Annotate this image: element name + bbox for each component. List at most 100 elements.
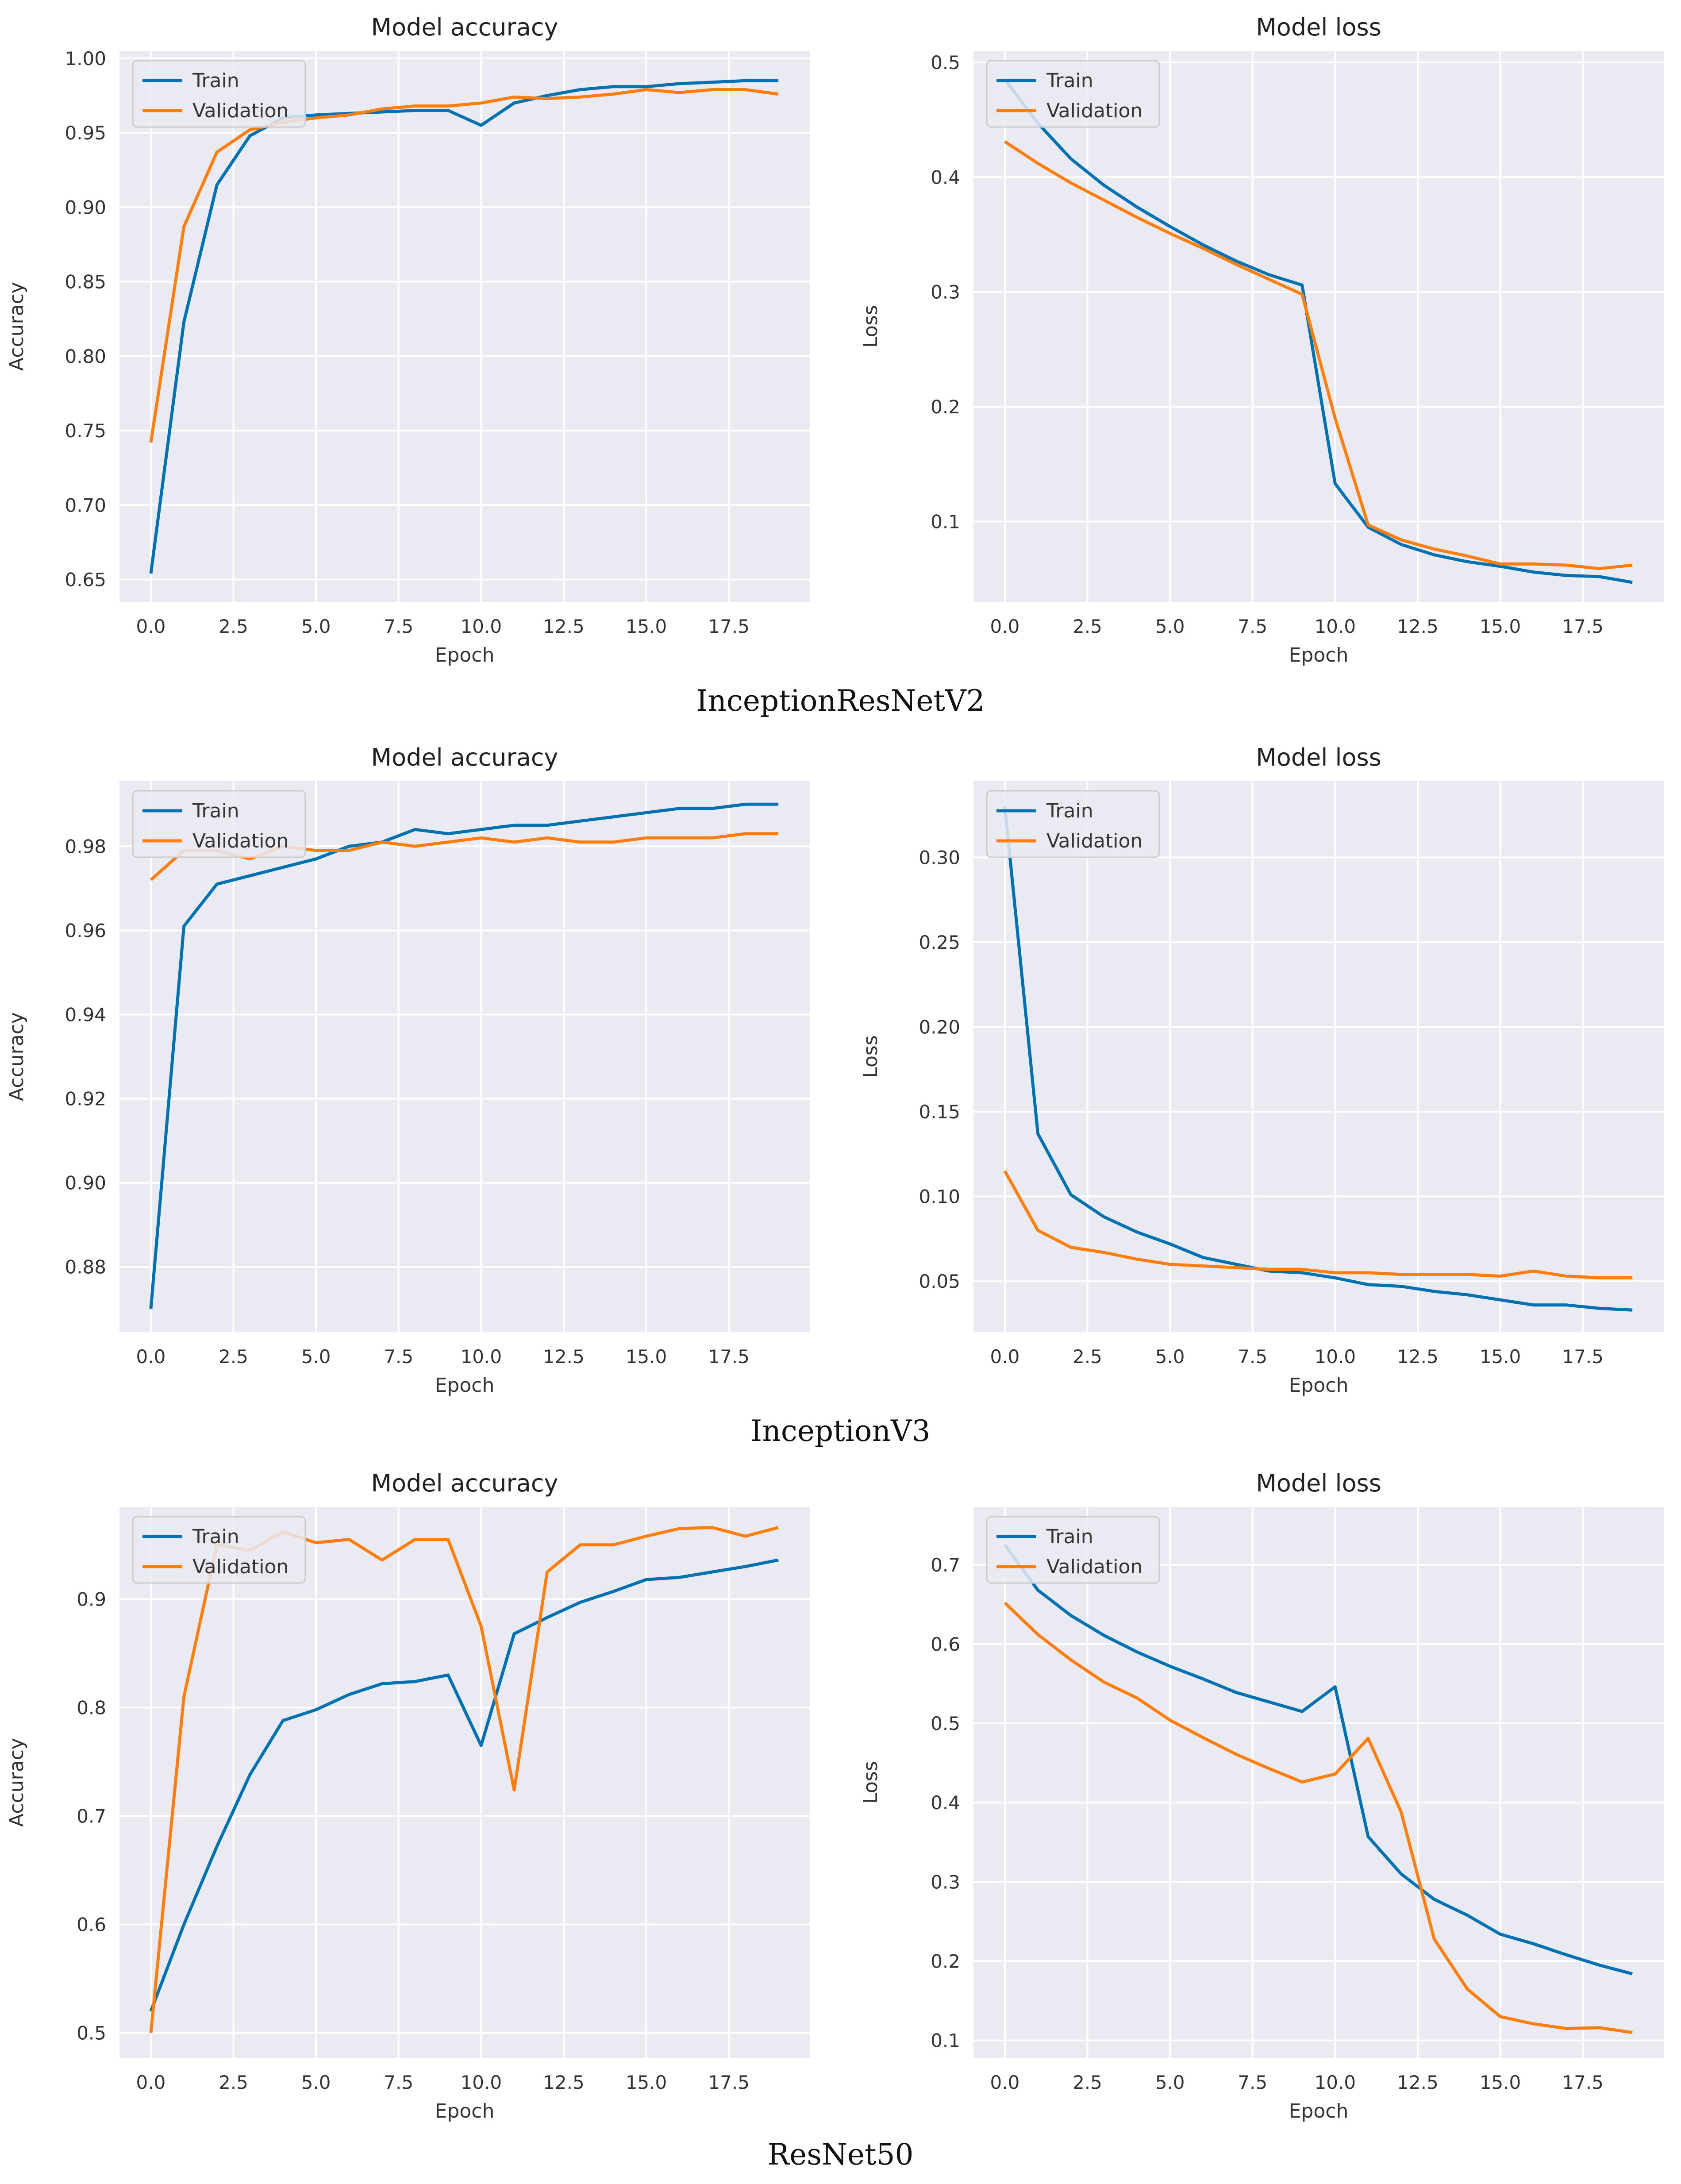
r50-loss-x-tick-label: 17.5 <box>1562 2072 1604 2093</box>
r50-loss-y-tick-label: 0.2 <box>931 1950 960 1972</box>
r50-acc-x-tick-label: 2.5 <box>219 2072 248 2093</box>
iv3-acc-plot-area <box>119 781 810 1332</box>
irv2-acc-x-tick-label: 0.0 <box>136 616 166 637</box>
iv3-loss-y-tick-label: 0.05 <box>919 1271 960 1292</box>
iv3-acc-y-tick-label: 0.98 <box>65 836 106 857</box>
iv3-acc-y-axis-label: Accuracy <box>5 1012 28 1101</box>
iv3-acc-x-tick-label: 7.5 <box>384 1346 413 1367</box>
r50-acc-x-tick-label: 15.0 <box>626 2072 667 2093</box>
iv3-acc-legend-label-validation: Validation <box>192 830 289 852</box>
r50-loss-y-axis-label: Loss <box>859 1761 882 1804</box>
r50-loss-x-tick-label: 2.5 <box>1073 2072 1102 2093</box>
irv2-loss-legend-label-train: Train <box>1046 69 1093 92</box>
irv2-loss-train-line <box>1004 78 1633 584</box>
r50-loss-legend-label-validation: Validation <box>1046 1556 1142 1578</box>
r50-acc-y-tick-label: 0.8 <box>77 1697 106 1718</box>
iv3-acc-x-tick-label: 10.0 <box>461 1346 502 1367</box>
irv2-loss-x-tick-label: 7.5 <box>1238 616 1267 637</box>
irv2-loss-y-axis-label: Loss <box>859 305 882 348</box>
r50-loss-x-axis-label: Epoch <box>1289 2100 1349 2122</box>
irv2-accuracy-chart: 0.0 2.5 5.0 7.5 10.0 12.5 15.0 17.5 0.65 0.70 0.75… <box>5 13 810 666</box>
iv3-loss-validation-line <box>1003 1170 1633 1279</box>
r50-acc-legend-label-validation: Validation <box>192 1556 289 1578</box>
iv3-acc-x-tick-label: 15.0 <box>626 1346 667 1367</box>
irv2-loss-validation-line <box>1004 140 1633 570</box>
iv3-loss-y-axis-label: Loss <box>859 1035 882 1078</box>
r50-acc-x-axis-label: Epoch <box>435 2100 495 2122</box>
iv3-loss-x-axis-label: Epoch <box>1289 1374 1349 1397</box>
iv3-acc-train-line <box>149 802 779 1310</box>
irv2-acc-train-line <box>149 79 779 574</box>
irv2-acc-x-tick-label: 7.5 <box>384 616 413 637</box>
iv3-loss-x-tick-label: 5.0 <box>1155 1346 1185 1367</box>
iv3-loss-x-tick-label: 0.0 <box>990 1346 1020 1367</box>
r50-loss-plot-area <box>973 1507 1664 2058</box>
iv3-acc-title: Model accuracy <box>371 743 558 771</box>
irv2-loss-y-tick-label: 0.5 <box>931 52 960 73</box>
irv2-loss-x-tick-label: 0.0 <box>990 616 1020 637</box>
irv2-loss-y-tick-label: 0.2 <box>931 396 960 418</box>
irv2-acc-y-tick-label: 0.80 <box>65 346 106 367</box>
iv3-loss-legend-label-validation: Validation <box>1046 830 1142 852</box>
iv3-loss-x-tick-label: 2.5 <box>1073 1346 1102 1367</box>
irv2-loss-x-tick-label: 12.5 <box>1397 616 1439 637</box>
r50-acc-y-axis-label: Accuracy <box>5 1738 28 1827</box>
irv2-loss-y-tick-label: 0.1 <box>931 511 960 532</box>
r50-acc-train-line <box>149 1558 779 2012</box>
r50-acc-legend-label-train: Train <box>192 1525 239 1548</box>
r50-loss-y-tick-label: 0.4 <box>931 1792 960 1814</box>
iv3-acc-x-tick-label: 17.5 <box>708 1346 750 1367</box>
irv2-loss-x-tick-label: 15.0 <box>1480 616 1521 637</box>
r50-acc-y-tick-label: 0.5 <box>77 2022 106 2044</box>
iv3-acc-y-tick-label: 0.92 <box>65 1088 106 1110</box>
irv2-acc-x-tick-label: 10.0 <box>461 616 502 637</box>
irv2-acc-x-tick-label: 17.5 <box>708 616 750 637</box>
r50-loss-x-tick-label: 0.0 <box>990 2072 1020 2093</box>
r50-loss-y-tick-label: 0.5 <box>931 1713 960 1734</box>
iv3-loss-x-tick-label: 17.5 <box>1562 1346 1604 1367</box>
irv2-acc-y-tick-label: 0.95 <box>65 122 106 144</box>
irv2-acc-y-tick-label: 0.70 <box>65 494 106 516</box>
irv2-loss-title: Model loss <box>1256 13 1381 41</box>
iv3-loss-train-line <box>1003 806 1633 1312</box>
iv3-acc-x-axis-label: Epoch <box>435 1374 495 1397</box>
irv2-acc-legend-label-train: Train <box>192 69 239 92</box>
r50-acc-plot-area <box>119 1507 810 2058</box>
irv2-acc-y-tick-label: 1.00 <box>65 48 106 69</box>
caption-resnet50: ResNet50 <box>767 2138 914 2172</box>
irv2-acc-y-axis-label: Accuracy <box>5 282 28 371</box>
iv3-loss-plot-area <box>973 781 1664 1332</box>
iv3-loss-chart: 0.0 2.5 5.0 7.5 10.0 12.5 15.0 17.5 0.05 0.10 0.15… <box>859 743 1664 1397</box>
iv3-loss-title: Model loss <box>1256 743 1381 771</box>
iv3-acc-x-tick-label: 2.5 <box>219 1346 248 1367</box>
iv3-acc-y-tick-label: 0.96 <box>65 920 106 941</box>
r50-acc-x-tick-label: 7.5 <box>384 2072 413 2093</box>
irv2-loss-y-tick-label: 0.4 <box>931 166 960 188</box>
irv2-acc-legend-label-validation: Validation <box>192 100 289 122</box>
r50-accuracy-panel: 0.0 2.5 5.0 7.5 10.0 12.5 15.0 17.5 0.5 0.6 0.7 0.8… <box>0 1456 827 2129</box>
r50-loss-train-line <box>1004 1544 1633 1976</box>
iv3-acc-y-tick-label: 0.88 <box>65 1256 106 1278</box>
r50-acc-title: Model accuracy <box>371 1469 558 1497</box>
irv2-loss-y-tick-label: 0.3 <box>931 281 960 303</box>
irv2-acc-y-tick-label: 0.75 <box>65 420 106 442</box>
r50-loss-panel: 0.0 2.5 5.0 7.5 10.0 12.5 15.0 17.5 0.1 0.2 0.3 0.4… <box>854 1456 1681 2129</box>
irv2-loss-chart: 0.0 2.5 5.0 7.5 10.0 12.5 15.0 17.5 0.1 0.2 0.3 0.4… <box>859 13 1664 666</box>
irv2-loss-x-tick-label: 2.5 <box>1073 616 1102 637</box>
irv2-acc-title: Model accuracy <box>371 13 558 41</box>
iv3-acc-y-tick-label: 0.94 <box>65 1004 106 1025</box>
r50-acc-x-tick-label: 12.5 <box>543 2072 585 2093</box>
iv3-acc-x-tick-label: 5.0 <box>301 1346 331 1367</box>
irv2-loss-x-tick-label: 10.0 <box>1315 616 1356 637</box>
iv3-acc-x-tick-label: 0.0 <box>136 1346 166 1367</box>
r50-loss-x-tick-label: 10.0 <box>1315 2072 1356 2093</box>
irv2-acc-x-axis-label: Epoch <box>435 644 495 666</box>
iv3-loss-x-tick-label: 10.0 <box>1315 1346 1356 1367</box>
iv3-loss-legend-label-train: Train <box>1046 800 1093 822</box>
irv2-loss-x-tick-label: 17.5 <box>1562 616 1604 637</box>
irv2-accuracy-panel: 0.0 2.5 5.0 7.5 10.0 12.5 15.0 17.5 0.65 0.70 0.75… <box>0 0 827 673</box>
r50-loss-y-tick-label: 0.6 <box>931 1633 960 1655</box>
irv2-acc-y-tick-label: 0.65 <box>65 569 106 591</box>
irv2-loss-legend-label-validation: Validation <box>1046 100 1142 122</box>
r50-loss-x-tick-label: 5.0 <box>1155 2072 1185 2093</box>
